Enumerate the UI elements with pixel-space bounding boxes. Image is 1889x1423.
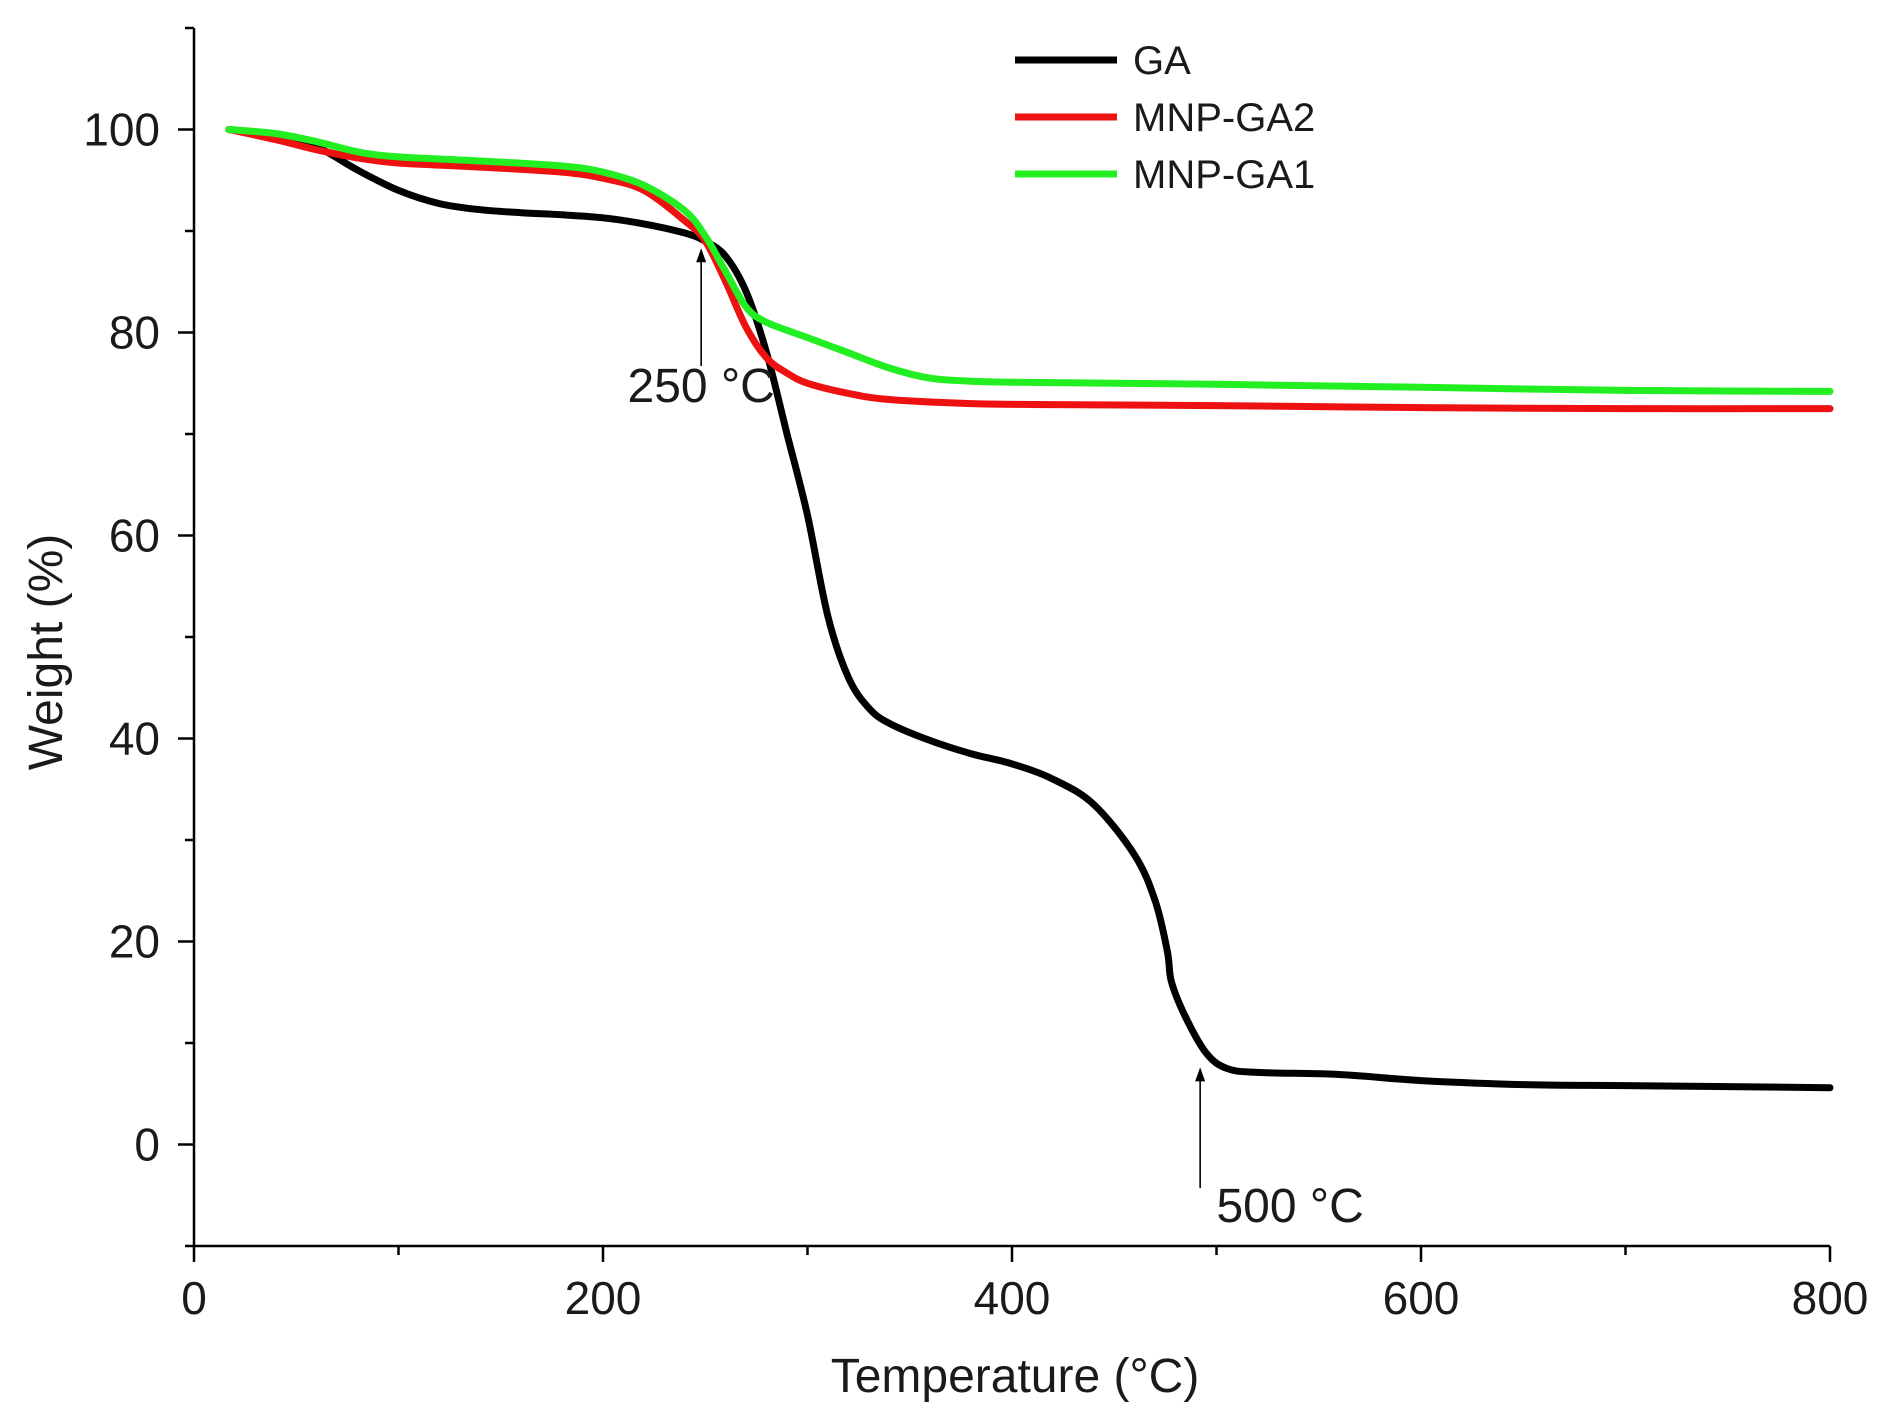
legend-label: GA [1133, 39, 1191, 83]
y-axis-title: Weight (%) [20, 534, 73, 771]
legend: GA MNP-GA2 MNP-GA1 [1015, 39, 1315, 197]
x-tick-label: 800 [1792, 1272, 1869, 1324]
x-tick-label: 600 [1383, 1272, 1460, 1324]
legend-label: MNP-GA2 [1133, 96, 1315, 140]
annotation-arrowhead [1195, 1067, 1206, 1082]
y-tick-label: 20 [109, 916, 160, 968]
y-tick-label: 60 [109, 510, 160, 562]
x-tick-label: 200 [565, 1272, 642, 1324]
series-line-mnp-ga1 [225, 126, 1834, 395]
x-tick-label: 0 [181, 1272, 207, 1324]
axes-group: 0 200 400 600 800 0 20 40 60 80 100 [83, 26, 1869, 1324]
series-line-ga [225, 126, 1834, 1092]
annotation-arrowhead [696, 248, 707, 263]
series-group [225, 126, 1834, 1092]
y-tick-label: 0 [134, 1119, 160, 1171]
annotation-label: 500 °C [1216, 1180, 1363, 1233]
annotation-label: 250 °C [628, 360, 775, 413]
y-tick-label: 40 [109, 713, 160, 765]
x-axis-title: Temperature (°C) [831, 1350, 1200, 1403]
series-line-mnp-ga2 [225, 126, 1834, 413]
y-tick-label: 80 [109, 307, 160, 359]
annotations-group: 250 °C 500 °C [628, 248, 1364, 1233]
y-tick-label: 100 [83, 104, 160, 156]
x-tick-label: 400 [974, 1272, 1051, 1324]
legend-label: MNP-GA1 [1133, 153, 1315, 197]
